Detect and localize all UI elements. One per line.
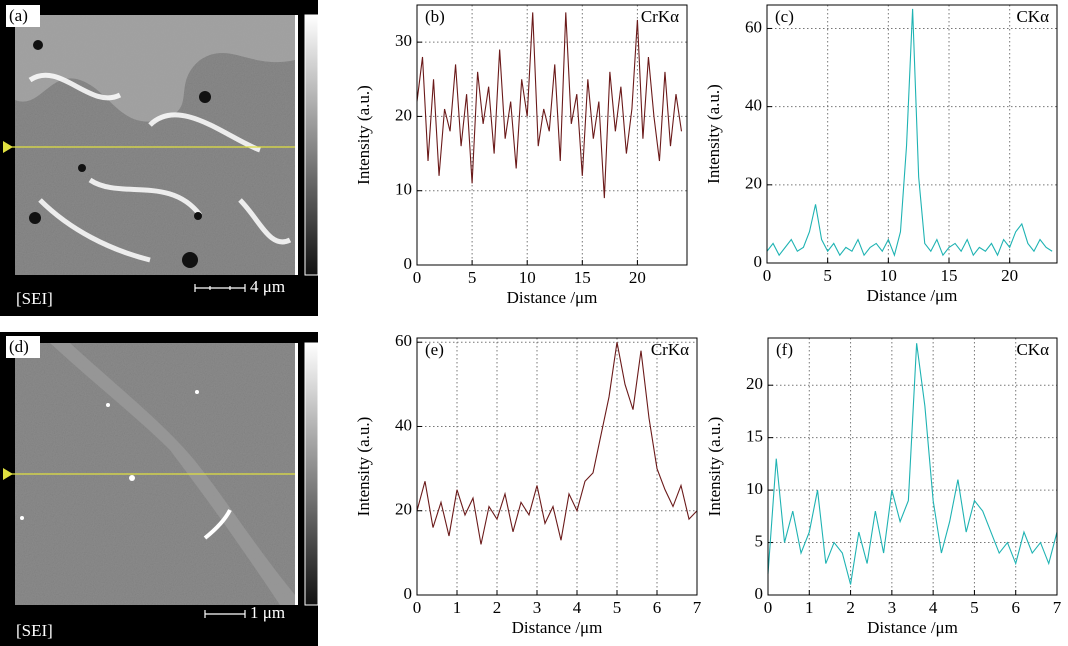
image-mode: [SEI] xyxy=(16,621,53,640)
x-tick-label: 5 xyxy=(613,598,622,617)
x-tick-label: 5 xyxy=(970,598,979,617)
x-tick-label: 3 xyxy=(533,598,542,617)
x-tick-label: 1 xyxy=(805,598,814,617)
y-tick-label: 20 xyxy=(745,174,762,193)
x-axis-label: Distance /μm xyxy=(507,288,598,307)
sem-image-d xyxy=(0,332,319,646)
x-tick-label: 10 xyxy=(519,268,536,287)
plot-frame xyxy=(416,337,698,596)
x-tick-label: 6 xyxy=(1011,598,1020,617)
y-tick-label: 0 xyxy=(754,252,763,271)
y-axis-label: Intensity (a.u.) xyxy=(354,85,373,185)
x-tick-label: 5 xyxy=(823,266,832,285)
y-tick-label: 30 xyxy=(395,31,412,50)
x-axis-label: Distance /μm xyxy=(512,618,603,637)
panel-label: (c) xyxy=(775,7,794,26)
x-tick-label: 0 xyxy=(413,268,422,287)
y-tick-label: 60 xyxy=(745,17,762,36)
plot-frame xyxy=(766,4,1058,264)
panel-label: (f) xyxy=(776,340,793,359)
x-tick-label: 5 xyxy=(468,268,477,287)
y-tick-label: 40 xyxy=(745,96,762,115)
x-tick-label: 6 xyxy=(653,598,662,617)
y-axis-label: Intensity (a.u.) xyxy=(704,84,723,184)
x-tick-label: 20 xyxy=(1001,266,1018,285)
data-line xyxy=(767,343,1058,585)
x-tick-label: 10 xyxy=(880,266,897,285)
y-tick-label: 20 xyxy=(746,374,763,393)
x-axis-label: Distance /μm xyxy=(867,618,958,637)
x-tick-label: 4 xyxy=(573,598,582,617)
legend-label: CrKα xyxy=(651,340,689,359)
y-tick-label: 5 xyxy=(755,531,764,550)
panel-label: (e) xyxy=(425,340,444,359)
sem-image-a xyxy=(0,0,319,316)
panel-label: (b) xyxy=(425,7,445,26)
plot-frame xyxy=(416,4,688,266)
legend-label: CrKα xyxy=(641,7,679,26)
legend-label: CKα xyxy=(1016,340,1049,359)
y-tick-label: 20 xyxy=(395,500,412,519)
data-line xyxy=(416,12,683,199)
data-line xyxy=(416,342,698,545)
y-tick-label: 0 xyxy=(755,584,764,603)
x-tick-label: 7 xyxy=(1053,598,1062,617)
label-bg xyxy=(6,336,40,358)
plot-frame xyxy=(767,337,1058,596)
x-tick-label: 2 xyxy=(493,598,502,617)
image-label: (a) xyxy=(9,6,28,25)
image-mode: [SEI] xyxy=(16,289,53,308)
y-tick-label: 10 xyxy=(395,180,412,199)
scale-bar-label: 1 μm xyxy=(250,603,285,622)
x-tick-label: 3 xyxy=(888,598,897,617)
y-tick-label: 0 xyxy=(404,254,413,273)
x-tick-label: 4 xyxy=(929,598,938,617)
y-tick-label: 0 xyxy=(404,584,413,603)
x-tick-label: 15 xyxy=(574,268,591,287)
x-axis-label: Distance /μm xyxy=(867,286,958,305)
image-label: (d) xyxy=(9,337,29,356)
x-tick-label: 1 xyxy=(453,598,462,617)
x-tick-label: 20 xyxy=(629,268,646,287)
x-tick-label: 7 xyxy=(693,598,702,617)
x-tick-label: 2 xyxy=(846,598,855,617)
x-tick-label: 15 xyxy=(941,266,958,285)
y-tick-label: 60 xyxy=(395,331,412,350)
scale-bar-label: 4 μm xyxy=(250,277,285,296)
legend-label: CKα xyxy=(1016,7,1049,26)
y-tick-label: 10 xyxy=(746,479,763,498)
data-line xyxy=(766,8,1053,257)
y-axis-label: Intensity (a.u.) xyxy=(354,417,373,517)
y-tick-label: 20 xyxy=(395,105,412,124)
x-tick-label: 0 xyxy=(764,598,773,617)
x-tick-label: 0 xyxy=(413,598,422,617)
label-bg xyxy=(6,5,40,27)
y-axis-label: Intensity (a.u.) xyxy=(705,417,724,517)
x-tick-label: 0 xyxy=(763,266,772,285)
y-tick-label: 40 xyxy=(395,415,412,434)
y-tick-label: 15 xyxy=(746,427,763,446)
